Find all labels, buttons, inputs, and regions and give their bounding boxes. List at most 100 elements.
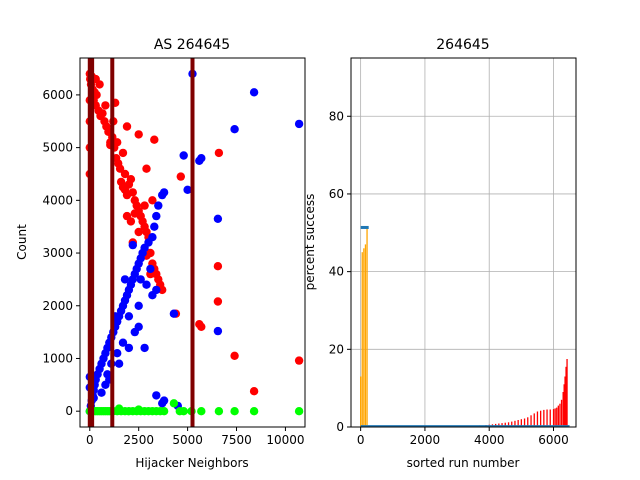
scatter-point bbox=[101, 101, 110, 110]
right-subplot: 264645 sorted run number percent success… bbox=[303, 37, 577, 470]
scatter-point bbox=[120, 275, 130, 284]
x-tick-label: 10000 bbox=[266, 433, 304, 447]
y-tick-label: 2000 bbox=[42, 299, 73, 313]
bar bbox=[366, 228, 368, 427]
y-tick-label: 3000 bbox=[42, 246, 73, 260]
bar bbox=[546, 409, 548, 427]
bar bbox=[507, 422, 510, 427]
scatter-point bbox=[113, 349, 122, 358]
y-tick-label: 5000 bbox=[42, 141, 73, 155]
left-xlabel: Hijacker Neighbors bbox=[135, 456, 248, 470]
scatter-point bbox=[183, 185, 192, 194]
scatter-point bbox=[124, 312, 134, 321]
bar bbox=[543, 409, 545, 427]
right-axes-frame bbox=[350, 57, 577, 428]
scatter-point bbox=[179, 407, 188, 416]
scatter-point bbox=[130, 327, 139, 337]
bar bbox=[549, 409, 551, 427]
scatter-point bbox=[134, 301, 143, 310]
scatter-point bbox=[142, 164, 151, 173]
scatter-point bbox=[115, 164, 125, 173]
scatter-point bbox=[92, 90, 101, 100]
scatter-point bbox=[152, 211, 161, 221]
y-tick-label: 60 bbox=[329, 187, 344, 201]
y-tick-label: 0 bbox=[65, 404, 73, 418]
scatter-point bbox=[113, 138, 122, 147]
scatter-point bbox=[124, 343, 134, 353]
bar bbox=[364, 244, 367, 427]
bar bbox=[514, 420, 516, 427]
bar bbox=[566, 359, 568, 427]
bar bbox=[517, 420, 519, 427]
scatter-point bbox=[114, 359, 124, 368]
left-ylabel: Count bbox=[15, 224, 29, 260]
x-tick-label: 2000 bbox=[410, 433, 441, 447]
left-subplot: AS 264645 Hijacker Neighbors Count 0 2500… bbox=[15, 37, 306, 470]
bar bbox=[527, 417, 529, 427]
scatter-point bbox=[214, 407, 224, 416]
scatter-point bbox=[176, 172, 185, 181]
scatter-point bbox=[249, 407, 259, 416]
scatter-point bbox=[148, 233, 157, 242]
scatter-point bbox=[213, 297, 223, 306]
scatter-point bbox=[128, 240, 137, 250]
scatter-point bbox=[294, 119, 304, 129]
scatter-point bbox=[130, 209, 139, 218]
bar bbox=[565, 366, 567, 427]
scatter-point bbox=[152, 285, 161, 295]
right-ylabel: percent success bbox=[303, 194, 317, 291]
scatter-point bbox=[134, 227, 143, 237]
scatter-point bbox=[195, 156, 204, 165]
scatter-point bbox=[213, 326, 223, 336]
bar bbox=[562, 392, 564, 427]
bar bbox=[511, 421, 513, 427]
scatter-point bbox=[118, 148, 128, 158]
bar bbox=[363, 248, 365, 427]
right-title: 264645 bbox=[436, 37, 489, 53]
scatter-point bbox=[126, 217, 136, 226]
y-tick-label: 0 bbox=[336, 420, 344, 434]
x-tick-label: 6000 bbox=[538, 433, 569, 447]
scatter-point bbox=[197, 322, 206, 331]
x-tick-label: 0 bbox=[86, 433, 94, 447]
scatter-point bbox=[154, 201, 163, 210]
scatter-point bbox=[169, 309, 179, 318]
scatter-point bbox=[140, 343, 149, 353]
scatter-point bbox=[122, 122, 132, 131]
scatter-point bbox=[213, 262, 223, 271]
scatter-point bbox=[98, 109, 107, 118]
scatter-point bbox=[136, 275, 145, 284]
x-tick-label: 5000 bbox=[172, 433, 203, 447]
y-tick-label: 40 bbox=[329, 265, 344, 279]
scatter-point bbox=[230, 125, 239, 134]
left-axes-frame bbox=[79, 57, 306, 428]
bar bbox=[523, 418, 526, 427]
x-tick-label: 4000 bbox=[474, 433, 505, 447]
bar bbox=[504, 422, 506, 427]
scatter-point bbox=[158, 285, 167, 295]
scatter-point bbox=[142, 280, 151, 289]
bar bbox=[552, 409, 555, 427]
scatter-point bbox=[213, 214, 223, 223]
scatter-point bbox=[159, 407, 169, 416]
bar bbox=[536, 411, 539, 427]
right-plot-area: 0 2000 4000 6000 0 20 40 60 80 bbox=[329, 57, 577, 447]
bar bbox=[361, 252, 363, 427]
x-tick-label: 0 bbox=[357, 433, 365, 447]
bar bbox=[540, 410, 542, 427]
scatter-point bbox=[140, 201, 149, 210]
left-plot-area: 0 2500 5000 7500 10000 0 1000 2000 3000 4000 5000 6… bbox=[42, 57, 306, 447]
bar bbox=[533, 413, 535, 427]
scatter-point bbox=[197, 407, 206, 416]
scatter-point bbox=[294, 356, 304, 365]
scatter-point bbox=[128, 188, 137, 197]
bar bbox=[560, 399, 563, 427]
scatter-point bbox=[134, 130, 143, 139]
scatter-point bbox=[150, 135, 159, 144]
scatter-point bbox=[134, 405, 143, 414]
bar bbox=[501, 423, 503, 427]
scatter-point bbox=[97, 388, 106, 397]
scatter-point bbox=[118, 338, 128, 347]
